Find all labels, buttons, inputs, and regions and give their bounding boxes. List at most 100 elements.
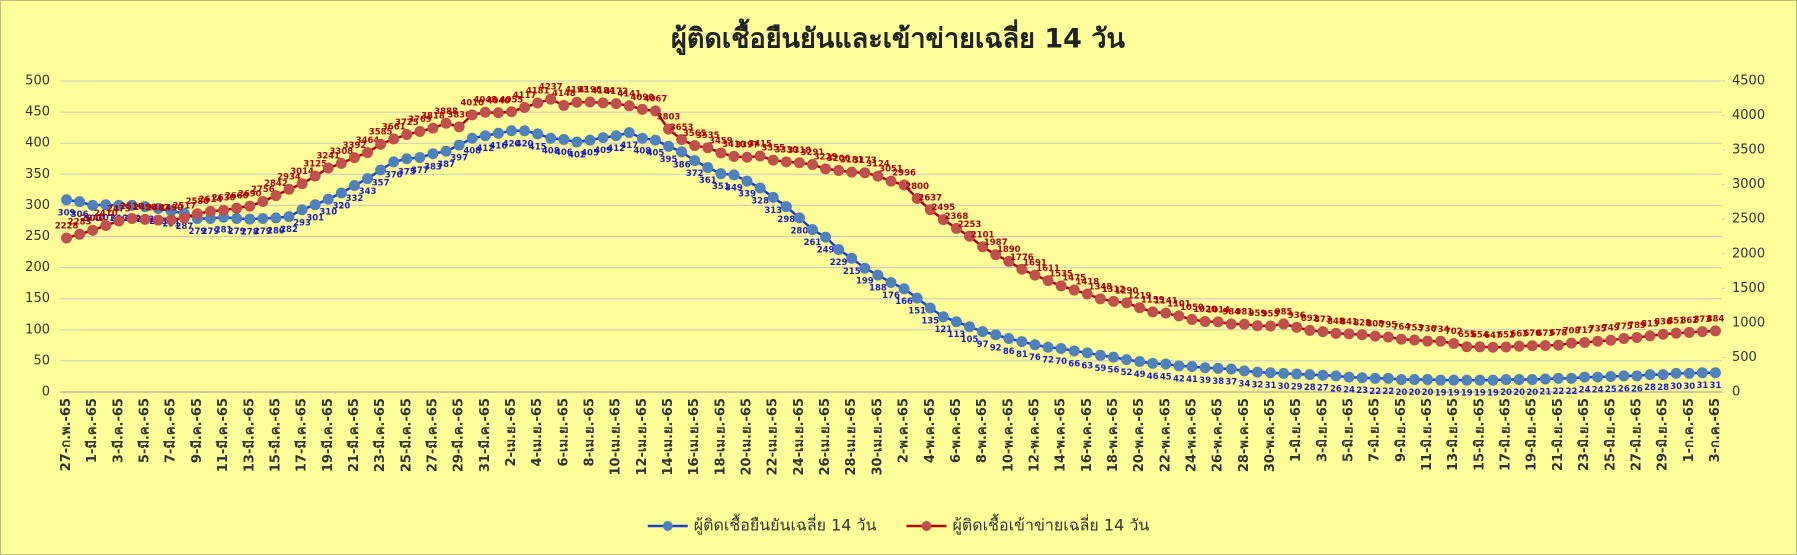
data-point <box>1670 367 1682 379</box>
data-point <box>1107 351 1119 363</box>
data-point <box>702 161 714 173</box>
data-point <box>1461 341 1473 353</box>
data-point <box>322 162 334 174</box>
data-label: 841 <box>1340 317 1358 327</box>
data-label: 24 <box>1592 386 1604 396</box>
data-label: 1418 <box>1075 278 1099 288</box>
data-point <box>689 140 701 152</box>
data-label: 959 <box>1249 309 1267 319</box>
data-label: 279 <box>189 227 207 237</box>
data-label: 3535 <box>696 131 720 141</box>
data-point <box>1042 275 1054 287</box>
data-label: 3392 <box>343 141 367 151</box>
data-label: 884 <box>1707 314 1725 324</box>
data-label: 49 <box>1134 370 1146 380</box>
data-point <box>937 214 949 226</box>
data-point <box>846 252 858 264</box>
data-point <box>1644 369 1656 381</box>
data-point <box>1356 372 1368 384</box>
data-point <box>1160 307 1172 319</box>
x-tick-label: 15-มิ.ย.-65 <box>1472 398 1487 471</box>
data-point <box>375 164 387 176</box>
data-point <box>558 99 570 111</box>
data-point <box>571 136 583 148</box>
data-point <box>859 262 871 274</box>
x-tick-label: 3-มิ.ย.-65 <box>1315 398 1330 462</box>
data-label: 3397 <box>735 141 759 151</box>
data-label: 22 <box>1566 387 1578 397</box>
data-label: 1141 <box>1154 297 1178 307</box>
data-point <box>1539 373 1551 385</box>
data-label: 19 <box>1474 389 1486 399</box>
data-label: 405 <box>647 149 665 159</box>
x-tick-label: 8-เม.ย.-65 <box>583 398 598 466</box>
data-point <box>283 183 295 195</box>
data-label: 2800 <box>905 182 929 192</box>
data-label: 4040 <box>487 96 511 106</box>
data-label: 851 <box>1667 317 1685 327</box>
data-point <box>453 121 465 133</box>
data-point <box>1461 374 1473 386</box>
data-point <box>1487 374 1499 386</box>
data-point <box>676 134 688 146</box>
data-point <box>1238 365 1250 377</box>
data-label: 1475 <box>1062 274 1086 284</box>
data-point <box>1029 339 1041 351</box>
data-label: 42 <box>1173 374 1185 384</box>
data-label: 2228 <box>55 222 79 232</box>
data-label: 1348 <box>1089 282 1113 292</box>
data-point <box>833 164 845 176</box>
data-point <box>322 193 334 205</box>
data-label: 2690 <box>238 190 262 200</box>
data-point <box>152 214 164 226</box>
data-point <box>74 196 86 208</box>
data-point <box>1448 337 1460 349</box>
data-point <box>309 170 321 182</box>
data-label: 402 <box>568 150 586 160</box>
y-tick-label: 400 <box>25 136 50 151</box>
data-label: 415 <box>529 142 547 152</box>
data-label: 2510 <box>120 202 144 212</box>
data-point <box>689 155 701 167</box>
data-point <box>1173 360 1185 372</box>
data-point <box>584 134 596 146</box>
data-point <box>1696 367 1708 379</box>
data-label: 28 <box>1657 383 1669 393</box>
legend: ผู้ติดเชื้อยืนยันเฉลี่ย 14 วัน ผู้ติดเชื้… <box>647 514 1149 536</box>
data-point <box>1278 318 1290 330</box>
data-point <box>1317 369 1329 381</box>
data-point <box>1618 332 1630 344</box>
data-label: 86 <box>1003 347 1015 357</box>
data-point <box>231 202 243 214</box>
x-tick-label: 6-พ.ค.-65 <box>949 398 964 463</box>
data-label: 717 <box>1576 326 1594 336</box>
data-label: 20 <box>1513 388 1525 398</box>
data-point <box>1265 320 1277 332</box>
x-tick-label: 19-มี.ค.-65 <box>320 398 336 472</box>
data-label: 3051 <box>879 165 903 175</box>
data-label: 199 <box>856 277 874 287</box>
data-point <box>872 170 884 182</box>
data-label: 63 <box>1081 361 1093 371</box>
x-tick-label: 24-เม.ย.-65 <box>792 398 807 475</box>
data-point <box>1330 327 1342 339</box>
data-point <box>1422 335 1434 347</box>
data-label: 2368 <box>945 212 969 222</box>
data-label: 386 <box>673 160 691 170</box>
data-label: 261 <box>804 238 822 248</box>
data-point <box>964 321 976 333</box>
y-tick-label: 350 <box>25 167 50 182</box>
data-label: 1050 <box>1180 303 1204 313</box>
data-label: 2101 <box>971 230 995 240</box>
data-label: 1691 <box>1023 259 1047 269</box>
x-tick-label: 1-ก.ค.-65 <box>1682 398 1697 462</box>
data-label: 981 <box>1235 308 1253 318</box>
data-point <box>1186 313 1198 325</box>
data-label: 764 <box>1393 323 1411 333</box>
data-label: 3241 <box>316 152 340 162</box>
data-point <box>505 125 517 137</box>
data-label: 25 <box>1605 385 1617 395</box>
data-point <box>1657 369 1669 381</box>
legend-item: ผู้ติดเชื้อยืนยันเฉลี่ย 14 วัน <box>647 514 877 536</box>
data-point <box>1631 331 1643 343</box>
